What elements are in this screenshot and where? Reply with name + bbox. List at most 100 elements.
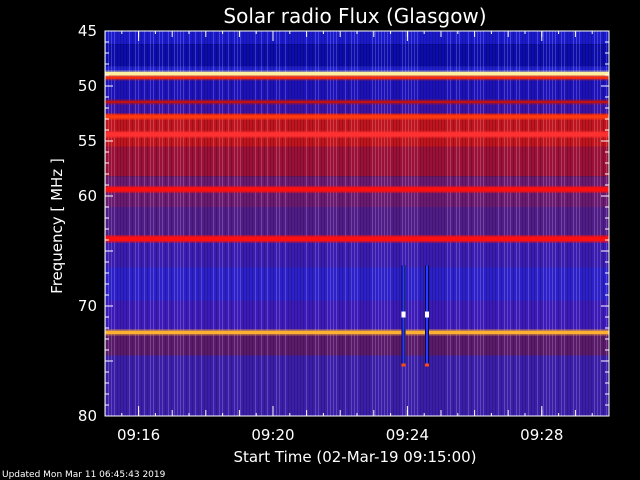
intensity-band-8 bbox=[105, 207, 609, 240]
noise-stripe bbox=[465, 31, 466, 416]
intensity-band-9 bbox=[105, 240, 609, 268]
noise-stripe bbox=[525, 31, 526, 416]
noise-stripe bbox=[378, 31, 379, 416]
noise-stripe bbox=[174, 31, 175, 416]
noise-stripe bbox=[414, 31, 415, 416]
noise-stripe bbox=[342, 31, 343, 416]
noise-stripe bbox=[549, 31, 550, 416]
noise-stripe bbox=[396, 31, 397, 416]
noise-stripe bbox=[516, 31, 517, 416]
noise-stripe bbox=[387, 31, 388, 416]
noise-stripe bbox=[147, 31, 148, 416]
intensity-band-10 bbox=[105, 267, 609, 301]
noise-stripe bbox=[507, 31, 508, 416]
noise-stripe bbox=[210, 31, 211, 416]
noise-stripe bbox=[276, 31, 277, 416]
noise-stripe bbox=[543, 31, 544, 416]
y-tick-label-60: 60 bbox=[78, 187, 97, 205]
noise-stripe bbox=[504, 31, 505, 416]
noise-texture bbox=[105, 31, 607, 416]
noise-stripe bbox=[477, 31, 478, 416]
noise-stripe bbox=[582, 31, 583, 416]
noise-stripe bbox=[528, 31, 529, 416]
noise-stripe bbox=[546, 31, 547, 416]
noise-stripe bbox=[483, 31, 484, 416]
noise-stripe bbox=[312, 31, 313, 416]
y-tick-label-50: 50 bbox=[78, 77, 97, 95]
noise-stripe bbox=[390, 31, 391, 416]
noise-stripe bbox=[177, 31, 178, 416]
y-axis-label-unit: MHz bbox=[48, 169, 66, 201]
noise-stripe bbox=[294, 31, 295, 416]
noise-stripe bbox=[366, 31, 367, 416]
noise-stripe bbox=[237, 31, 238, 416]
noise-stripe bbox=[108, 31, 109, 416]
noise-stripe bbox=[168, 31, 169, 416]
noise-stripe bbox=[552, 31, 553, 416]
noise-stripe bbox=[369, 31, 370, 416]
intensity-band-5 bbox=[105, 113, 609, 147]
x-axis-label: Start Time (02-Mar-19 09:15:00) bbox=[233, 448, 476, 466]
noise-stripe bbox=[198, 31, 199, 416]
noise-stripe bbox=[120, 31, 121, 416]
noise-stripe bbox=[321, 31, 322, 416]
noise-stripe bbox=[213, 31, 214, 416]
noise-stripe bbox=[462, 31, 463, 416]
noise-stripe bbox=[111, 31, 112, 416]
noise-stripe bbox=[438, 31, 439, 416]
intensity-band-1 bbox=[105, 44, 609, 67]
noise-stripe bbox=[324, 31, 325, 416]
burst-peak-1 bbox=[425, 311, 429, 318]
noise-stripe bbox=[318, 31, 319, 416]
noise-stripe bbox=[498, 31, 499, 416]
noise-stripe bbox=[399, 31, 400, 416]
noise-stripe bbox=[585, 31, 586, 416]
noise-stripe bbox=[372, 31, 373, 416]
noise-stripe bbox=[459, 31, 460, 416]
noise-stripe bbox=[150, 31, 151, 416]
noise-stripe bbox=[219, 31, 220, 416]
noise-stripe bbox=[180, 31, 181, 416]
noise-stripe bbox=[429, 31, 430, 416]
noise-stripe bbox=[420, 31, 421, 416]
noise-stripe bbox=[297, 31, 298, 416]
noise-stripe bbox=[327, 31, 328, 416]
noise-stripe bbox=[315, 31, 316, 416]
noise-stripe bbox=[510, 31, 511, 416]
noise-stripe bbox=[123, 31, 124, 416]
noise-stripe bbox=[435, 31, 436, 416]
noise-stripe bbox=[606, 31, 607, 416]
noise-stripe bbox=[159, 31, 160, 416]
x-tick-label-0916: 09:16 bbox=[117, 426, 160, 444]
noise-stripe bbox=[246, 31, 247, 416]
noise-stripe bbox=[291, 31, 292, 416]
tick-labels: 45 50 55 60 70 80 09:16 09:20 09:24 09:28 bbox=[78, 22, 564, 444]
intensity-band-12 bbox=[105, 333, 609, 356]
noise-stripe bbox=[423, 31, 424, 416]
noise-stripe bbox=[576, 31, 577, 416]
noise-stripe bbox=[138, 31, 139, 416]
noise-stripe bbox=[249, 31, 250, 416]
noise-stripe bbox=[591, 31, 592, 416]
noise-stripe bbox=[537, 31, 538, 416]
axes bbox=[104, 30, 610, 417]
noise-stripe bbox=[597, 31, 598, 416]
noise-stripe bbox=[288, 31, 289, 416]
noise-stripe bbox=[348, 31, 349, 416]
noise-stripe bbox=[129, 31, 130, 416]
noise-stripe bbox=[579, 31, 580, 416]
noise-stripe bbox=[303, 31, 304, 416]
noise-stripe bbox=[588, 31, 589, 416]
noise-stripe bbox=[384, 31, 385, 416]
intensity-band-4 bbox=[105, 102, 609, 114]
noise-stripe bbox=[456, 31, 457, 416]
noise-stripe bbox=[279, 31, 280, 416]
intensity-band-3 bbox=[105, 77, 609, 103]
noise-stripe bbox=[594, 31, 595, 416]
noise-stripe bbox=[519, 31, 520, 416]
noise-stripe bbox=[153, 31, 154, 416]
noise-stripe bbox=[417, 31, 418, 416]
noise-stripe bbox=[513, 31, 514, 416]
noise-stripe bbox=[207, 31, 208, 416]
